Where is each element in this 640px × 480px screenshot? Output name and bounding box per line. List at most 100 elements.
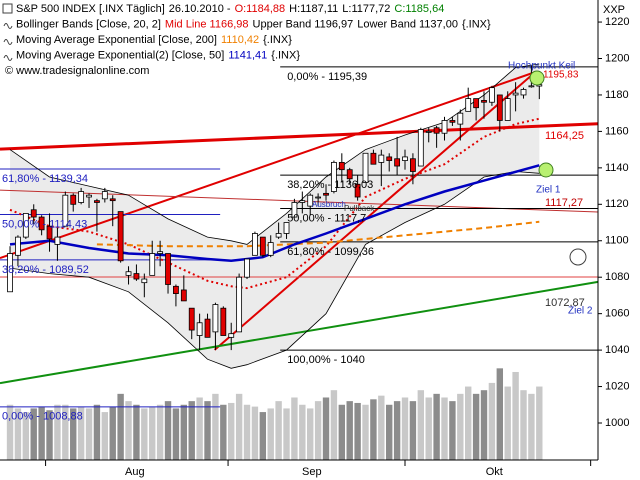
candle-body	[402, 156, 408, 161]
volume-bar	[14, 408, 22, 460]
candle-body	[117, 211, 124, 262]
trend-line	[0, 122, 599, 151]
legend-text: Moving Average Exponential [Close, 200]	[16, 34, 217, 46]
volume-bar	[528, 393, 535, 460]
candle-body	[299, 200, 306, 203]
candle-body	[323, 192, 329, 196]
volume-bar	[109, 406, 116, 460]
candle-body	[275, 233, 282, 238]
candle-body	[370, 152, 377, 165]
legend-text: 1141,41	[228, 49, 267, 61]
volume-bar	[267, 408, 274, 460]
volume-bar	[93, 404, 101, 460]
volume-bar	[164, 401, 172, 460]
candle-body	[141, 278, 148, 284]
x-tick-label: Aug	[125, 466, 145, 478]
candle-body	[165, 253, 171, 285]
volume-bar	[401, 397, 409, 460]
trend-line	[0, 280, 599, 385]
candle-body	[101, 191, 108, 200]
volume-bar	[536, 386, 543, 460]
volume-bar	[330, 390, 338, 460]
candle-body	[196, 322, 203, 336]
legend-text: Bollinger Bands [Close, 20, 2]	[16, 18, 161, 30]
candle-body	[70, 194, 77, 205]
header-icon	[3, 23, 13, 29]
band-layer	[10, 64, 540, 369]
candle-body	[346, 169, 353, 180]
legend-text: Mid Line 1166,98	[165, 18, 249, 30]
marker-circle	[529, 70, 545, 86]
candle-body	[315, 196, 322, 199]
candle-body	[15, 236, 21, 256]
candle-layer	[7, 65, 543, 351]
volume-bar	[54, 404, 61, 460]
candle-body	[394, 158, 401, 167]
volume-bar	[283, 408, 290, 460]
band-fill	[10, 64, 540, 369]
fib-label: 100,00% - 1040	[287, 354, 365, 366]
volume-bar	[417, 390, 425, 460]
candle-body	[236, 276, 243, 333]
candle-body	[252, 233, 258, 256]
volume-bar	[441, 397, 448, 460]
line-label: 1072,87	[545, 297, 585, 309]
volume-bar	[378, 395, 385, 460]
volume-bar	[259, 412, 267, 460]
volume-bar	[465, 386, 472, 460]
legend-text: {.INX}	[263, 34, 292, 46]
volume-bar	[251, 406, 259, 460]
volume-bar	[22, 412, 30, 460]
candle-body	[54, 236, 61, 245]
candle-body	[30, 209, 37, 218]
volume-bar	[70, 408, 77, 460]
volume-bar	[480, 390, 488, 460]
volume-bar	[101, 412, 109, 460]
volume-bar	[204, 401, 211, 460]
candle-body	[338, 161, 345, 171]
fib-label: 61,80% - 1139,34	[2, 173, 88, 185]
volume-bar	[180, 404, 188, 460]
y-tick-label: 1200	[605, 52, 629, 64]
candle-body	[38, 216, 45, 231]
candle-body	[354, 183, 361, 198]
candle-body	[149, 253, 156, 276]
candle-body	[512, 92, 519, 96]
bollinger-upper	[9, 63, 540, 245]
legend-text: {.INX}	[271, 49, 300, 61]
candle-body	[449, 120, 456, 123]
volume-bar	[504, 386, 511, 460]
volume-bar	[472, 393, 480, 460]
volume-bar	[386, 404, 393, 460]
volume-bar	[457, 393, 464, 460]
header-icon	[3, 55, 13, 61]
volume-bar	[62, 404, 69, 460]
marker-circle	[569, 248, 587, 266]
volume-bar	[520, 390, 527, 460]
y-tick-label: 1080	[605, 271, 629, 283]
y-tick-label: 1120	[605, 198, 629, 210]
volume-bar	[46, 410, 53, 460]
fib-label: 61,80% - 1099,36	[287, 246, 374, 258]
ema-200	[96, 220, 540, 248]
volume-bar	[299, 404, 306, 460]
volume-bar	[30, 408, 37, 460]
volume-bar	[314, 401, 322, 460]
trend-line	[213, 71, 537, 351]
drawing-layer	[0, 66, 599, 408]
x-tick-label: Okt	[486, 466, 503, 478]
volume-bar	[362, 404, 369, 460]
volume-bar	[370, 399, 377, 460]
volume-bar	[243, 404, 251, 460]
volume-bar	[77, 406, 85, 460]
candle-body	[291, 202, 298, 218]
header-icon	[3, 39, 13, 45]
candle-body	[441, 120, 448, 134]
volume-bar	[188, 401, 195, 460]
volume-bar	[433, 393, 440, 460]
corner-label: XXP	[603, 4, 625, 16]
candle-body	[173, 285, 179, 295]
legend-text: Moving Average Exponential(2) [Close, 50…	[16, 49, 224, 61]
